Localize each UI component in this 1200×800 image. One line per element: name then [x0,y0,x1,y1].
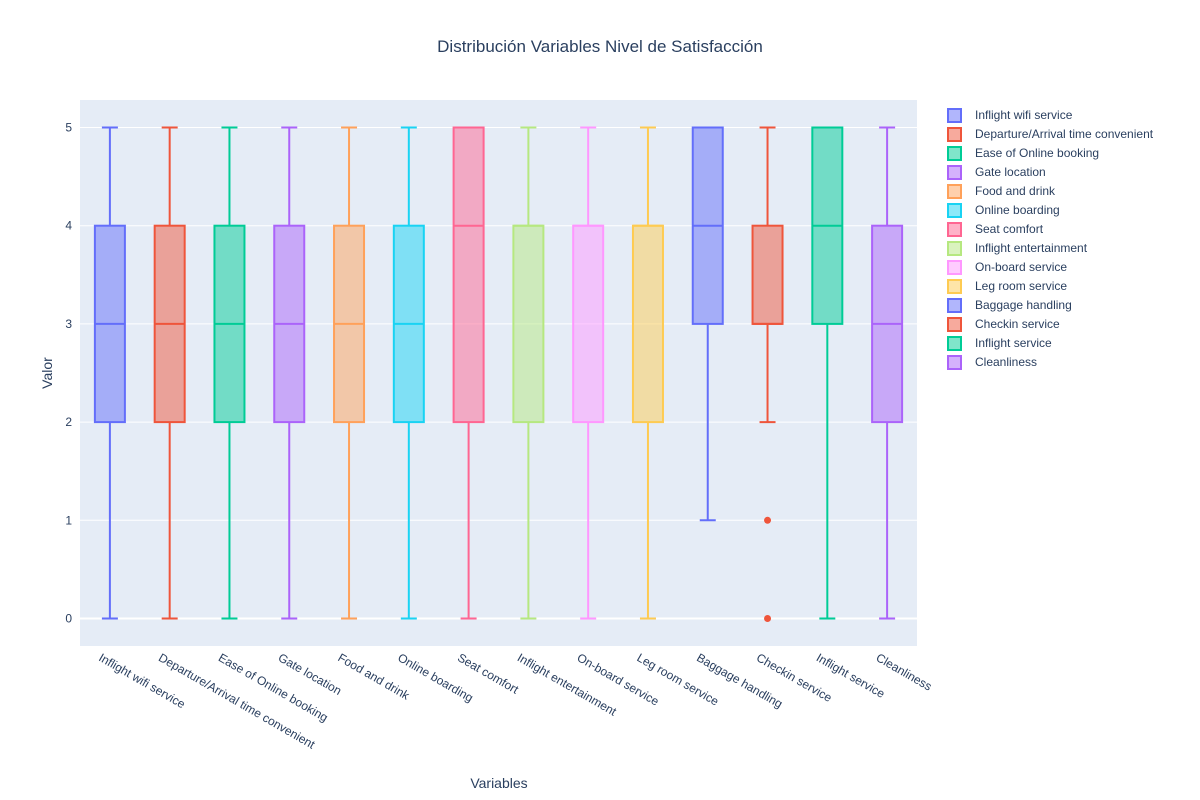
legend-label: Ease of Online booking [975,146,1099,160]
legend-swatch [947,146,962,161]
x-tick-label: Inflight entertainment [515,650,620,718]
legend-label: Baggage handling [975,298,1072,312]
legend-label: Cleanliness [975,355,1037,369]
legend-label: Checkin service [975,317,1060,331]
box-4 [333,126,366,620]
box-9 [631,126,664,620]
legend-label: Departure/Arrival time convenient [975,127,1154,141]
legend-item[interactable]: Departure/Arrival time convenient [947,127,1154,142]
box-13 [871,126,904,620]
legend-label: On-board service [975,260,1067,274]
box-6 [452,126,485,620]
legend-label: Inflight wifi service [975,108,1073,122]
legend-item[interactable]: Online boarding [947,203,1060,218]
legend-item[interactable]: Gate location [947,165,1046,180]
legend-swatch [947,222,962,237]
legend-swatch [947,279,962,294]
iqr-box [572,224,605,424]
iqr-box [631,224,664,424]
legend-swatch [947,165,962,180]
legend-label: Gate location [975,165,1046,179]
legend-label: Leg room service [975,279,1067,293]
legend-item[interactable]: Inflight service [947,336,1052,351]
box-8 [572,126,605,620]
legend-swatch [947,184,962,199]
box-3 [273,126,306,620]
chart-title: Distribución Variables Nivel de Satisfac… [437,37,763,56]
legend-item[interactable]: On-board service [947,260,1067,275]
box-1 [153,126,186,620]
plot-area [80,100,917,646]
legend-swatch [947,355,962,370]
y-axis-title: Valor [39,357,55,389]
legend-item[interactable]: Seat comfort [947,222,1044,237]
legend-swatch [947,298,962,313]
legend-item[interactable]: Checkin service [947,317,1060,332]
box-11 [751,126,784,623]
legend-label: Inflight service [975,336,1052,350]
box-7 [512,126,545,620]
legend-swatch [947,127,962,142]
x-axis-title: Variables [470,775,527,791]
box-2 [213,126,246,620]
legend-swatch [947,336,962,351]
y-tick-label: 0 [65,612,72,626]
iqr-box [751,224,784,325]
legend-swatch [947,203,962,218]
legend-swatch [947,241,962,256]
legend-item[interactable]: Cleanliness [947,355,1037,370]
legend-item[interactable]: Food and drink [947,184,1056,199]
y-tick-label: 1 [65,513,72,527]
outlier-point [764,615,772,623]
legend-label: Online boarding [975,203,1060,217]
y-axis-ticks: 0 1 2 3 4 5 [65,120,72,625]
legend-swatch [947,260,962,275]
box-5 [392,126,425,620]
legend-item[interactable]: Leg room service [947,279,1067,294]
legend-item[interactable]: Inflight entertainment [947,241,1088,256]
boxes [93,126,904,623]
legend-item[interactable]: Inflight wifi service [947,108,1073,123]
iqr-box [452,126,485,424]
y-tick-label: 5 [65,120,72,134]
legend[interactable]: Inflight wifi service Departure/Arrival t… [947,108,1154,370]
legend-item[interactable]: Ease of Online booking [947,146,1099,161]
box-10 [691,126,724,522]
legend-label: Food and drink [975,184,1056,198]
legend-swatch [947,317,962,332]
legend-label: Inflight entertainment [975,241,1088,255]
legend-swatch [947,108,962,123]
y-tick-label: 3 [65,317,72,331]
y-tick-label: 2 [65,415,72,429]
outlier-point [764,516,772,524]
box-0 [93,126,126,620]
y-tick-label: 4 [65,219,72,233]
box-12 [811,126,844,620]
legend-label: Seat comfort [975,222,1044,236]
legend-item[interactable]: Baggage handling [947,298,1072,313]
iqr-box [512,224,545,424]
